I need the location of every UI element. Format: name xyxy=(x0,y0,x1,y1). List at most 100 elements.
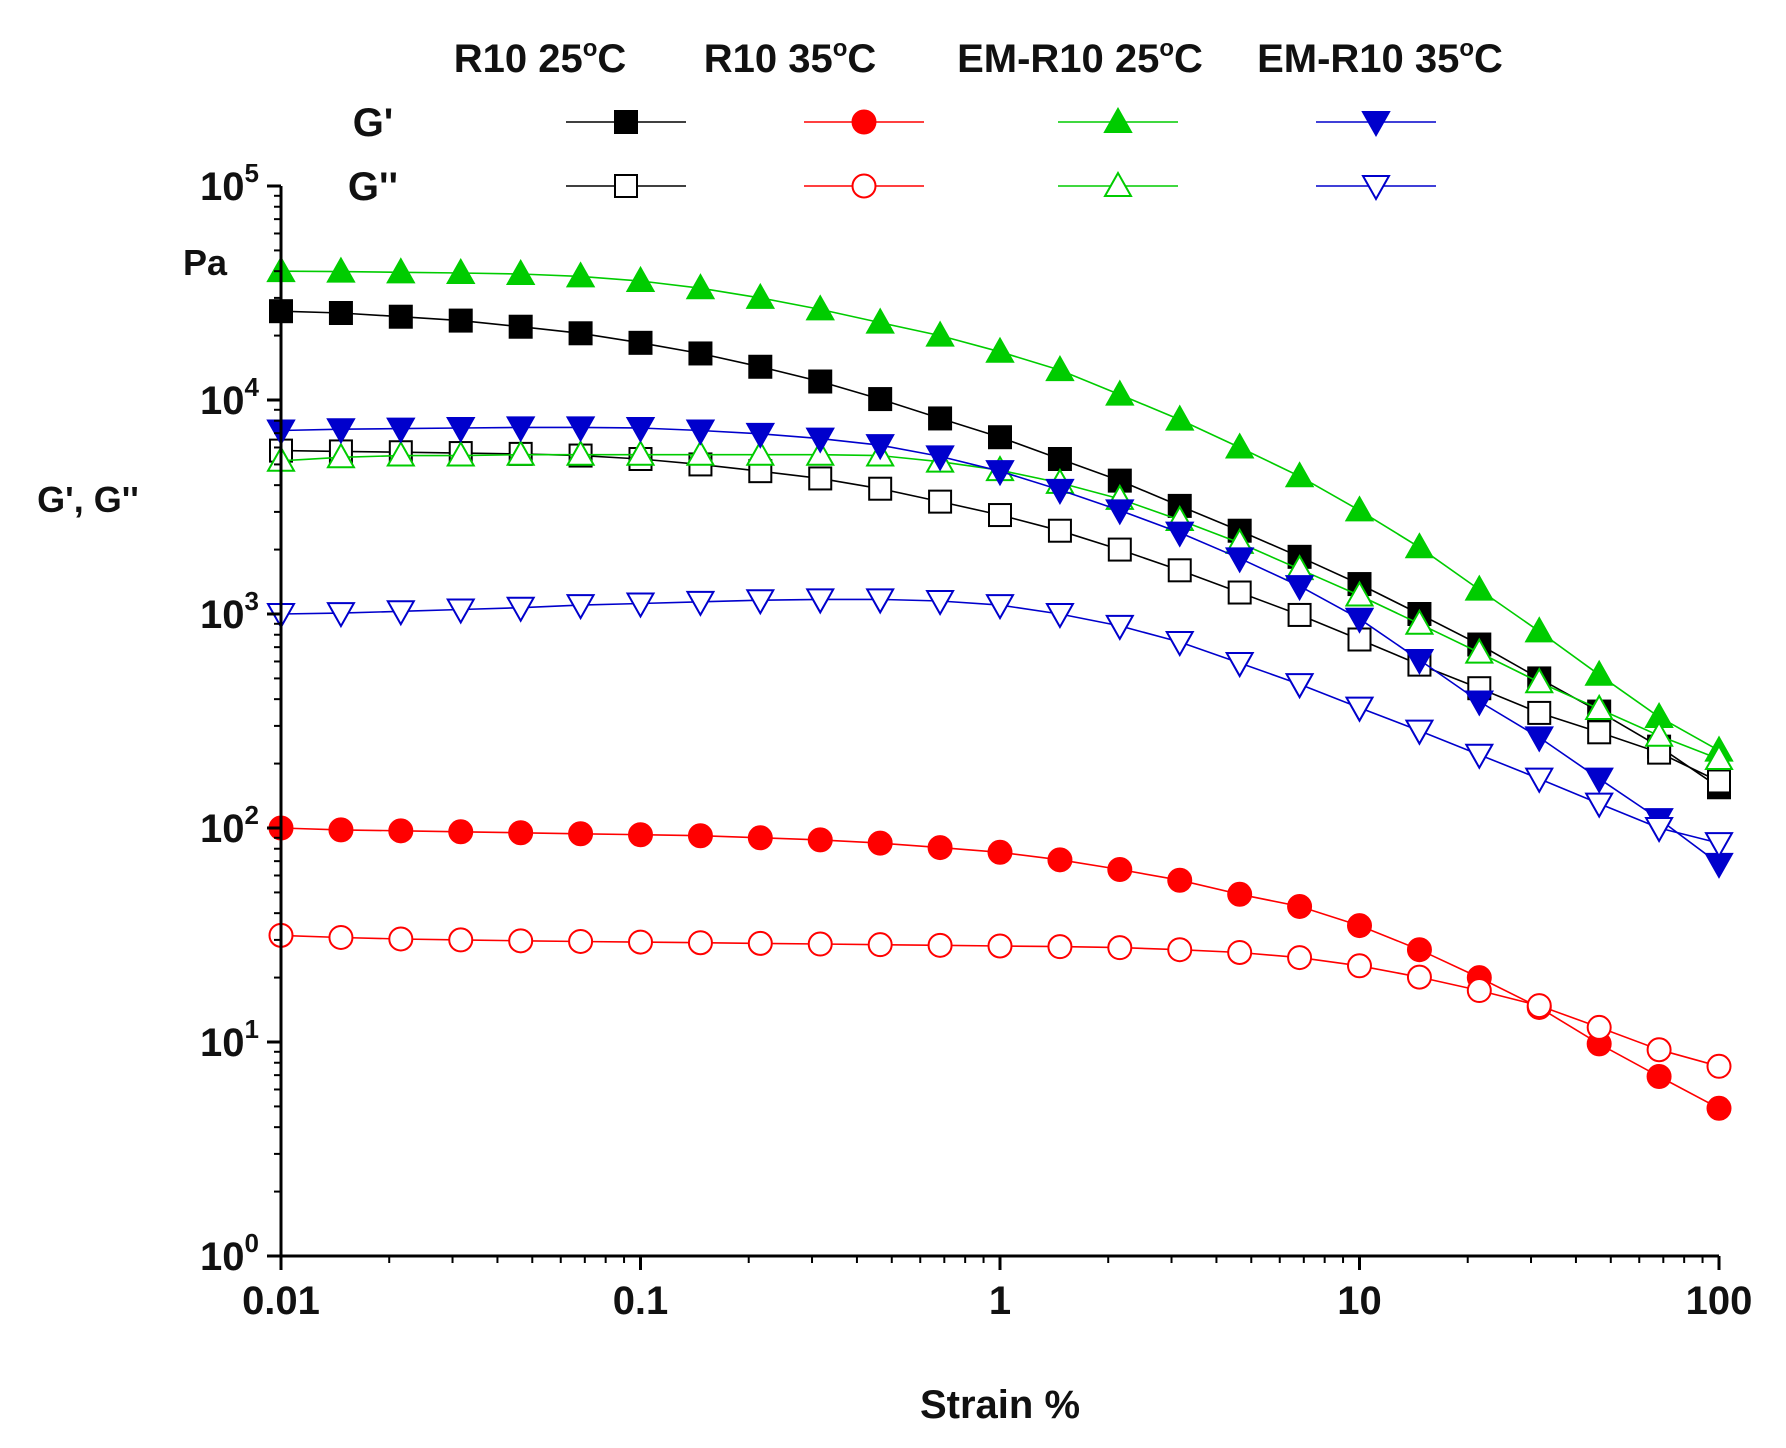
data-point xyxy=(1704,744,1734,771)
data-point xyxy=(685,273,716,300)
data-point xyxy=(1644,720,1674,747)
data-point xyxy=(1524,767,1554,794)
data-point xyxy=(1047,934,1073,960)
data-point xyxy=(328,924,354,950)
data-point xyxy=(1107,537,1132,562)
legend-marker xyxy=(614,174,638,198)
data-point xyxy=(1406,964,1432,990)
data-point xyxy=(745,439,776,466)
data-point xyxy=(927,835,953,861)
data-point xyxy=(568,928,594,954)
data-point xyxy=(685,590,716,617)
data-point xyxy=(1047,847,1073,873)
y-axis-label: G', G'' xyxy=(37,479,139,520)
data-point xyxy=(865,434,895,461)
data-point xyxy=(625,416,656,444)
legend-sample-label: EM-R10 25oC xyxy=(957,35,1203,81)
data-point xyxy=(1344,696,1375,723)
data-point xyxy=(326,418,356,445)
data-point xyxy=(1105,499,1135,526)
data-point xyxy=(1466,978,1492,1004)
data-point xyxy=(1165,521,1195,548)
data-point xyxy=(1526,993,1552,1019)
data-point xyxy=(1224,652,1255,679)
data-point xyxy=(1107,935,1133,961)
data-point xyxy=(988,503,1012,528)
data-point xyxy=(1284,575,1315,602)
data-point xyxy=(1404,648,1435,675)
data-point xyxy=(388,304,413,329)
data-point xyxy=(808,369,833,394)
data-point xyxy=(1227,881,1253,907)
data-point xyxy=(1404,532,1435,559)
y-tick-label: 105 xyxy=(200,158,259,209)
data-point xyxy=(388,926,414,952)
series-7 xyxy=(266,588,1734,859)
data-point xyxy=(328,301,353,326)
data-point xyxy=(1586,1014,1612,1040)
data-point xyxy=(568,821,594,847)
series-2 xyxy=(268,815,1732,1121)
data-point xyxy=(1646,1037,1672,1063)
data-point xyxy=(1707,769,1731,794)
data-point xyxy=(1584,693,1614,720)
data-point xyxy=(1224,547,1255,574)
x-axis-label: Strain % xyxy=(920,1383,1080,1427)
data-point xyxy=(1284,673,1315,700)
data-point xyxy=(1344,580,1375,607)
data-point xyxy=(1284,461,1315,488)
series-6 xyxy=(266,416,1734,879)
data-point xyxy=(988,425,1012,450)
y-tick-label: 102 xyxy=(200,800,259,851)
data-point xyxy=(807,931,833,957)
series-layer xyxy=(266,256,1734,1121)
data-point xyxy=(865,588,895,615)
data-point xyxy=(1224,432,1255,459)
data-point xyxy=(446,598,476,625)
data-point xyxy=(326,602,356,629)
data-point xyxy=(867,932,893,958)
data-point xyxy=(1524,616,1554,643)
series-4 xyxy=(266,256,1734,762)
data-point xyxy=(1344,495,1375,522)
data-point xyxy=(745,282,776,309)
data-point xyxy=(867,830,893,856)
series-line xyxy=(280,598,1720,844)
x-tick-label: 1 xyxy=(989,1279,1011,1323)
data-point xyxy=(1347,953,1372,979)
data-point xyxy=(628,330,653,355)
data-point xyxy=(1167,937,1193,963)
legend-marker xyxy=(851,109,877,135)
data-point xyxy=(1105,379,1135,406)
data-point xyxy=(1105,614,1135,641)
data-point xyxy=(1165,630,1195,658)
data-point xyxy=(1045,355,1075,382)
data-point xyxy=(508,820,534,846)
data-point xyxy=(1464,637,1495,664)
data-point xyxy=(985,336,1015,363)
data-point xyxy=(1646,1063,1672,1089)
x-ticks: 0.01 0.1 1 10 100 xyxy=(242,1256,1752,1323)
y-axis-unit: Pa xyxy=(183,242,228,283)
data-point xyxy=(807,827,833,853)
y-tick-label: 100 xyxy=(200,1228,259,1279)
data-point xyxy=(505,596,536,623)
series-0 xyxy=(269,299,1731,800)
data-point xyxy=(1045,603,1075,630)
data-point xyxy=(685,439,716,466)
data-point xyxy=(505,416,536,443)
data-point xyxy=(1227,939,1253,965)
data-point xyxy=(505,258,536,285)
data-point xyxy=(1706,1095,1732,1121)
data-point xyxy=(1287,602,1312,627)
legend-row-label: G' xyxy=(353,101,394,145)
data-point xyxy=(928,489,953,514)
data-point xyxy=(508,314,533,339)
data-point xyxy=(927,932,953,958)
data-point xyxy=(1227,580,1252,605)
data-point xyxy=(925,320,955,347)
data-point xyxy=(326,442,356,469)
data-point xyxy=(1464,574,1495,601)
data-point xyxy=(865,307,895,334)
